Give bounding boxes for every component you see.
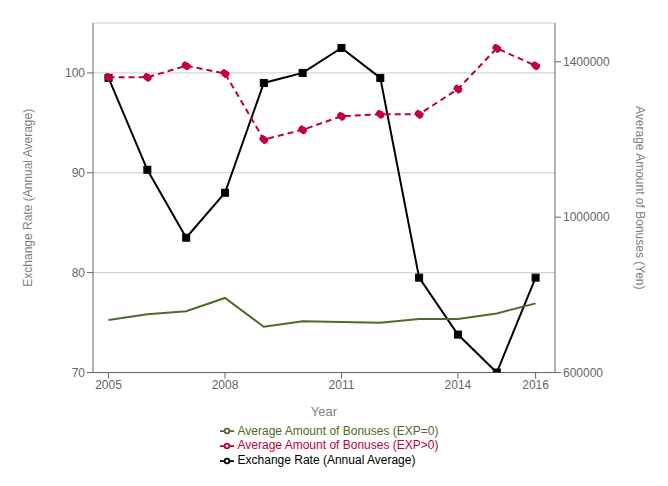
svg-text:80: 80 (72, 266, 86, 280)
svg-text:2014: 2014 (445, 378, 472, 392)
svg-text:600000: 600000 (563, 366, 603, 380)
svg-text:2005: 2005 (95, 378, 122, 392)
html-text:Average Amount of Bonuses (EXP: Average Amount of Bonuses (EXP=0) (237, 423, 439, 438)
svg-text:90: 90 (72, 166, 86, 180)
svg-text:2011: 2011 (329, 378, 355, 392)
svg-text:Average Amount of Bonuses (Yen: Average Amount of Bonuses (Yen) (633, 106, 647, 289)
svg-text:Exchange Rate (Annual Average): Exchange Rate (Annual Average) (21, 109, 35, 287)
svg-text:70: 70 (72, 366, 86, 380)
html-text:Exchange Rate (Annual Average): Exchange Rate (Annual Average) (237, 453, 416, 468)
svg-text:2008: 2008 (212, 378, 239, 392)
svg-text:1400000: 1400000 (563, 55, 610, 69)
svg-text:1000000: 1000000 (563, 210, 610, 224)
svg-text:Year: Year (311, 404, 338, 419)
svg-text:100: 100 (65, 66, 85, 80)
svg-text:2016: 2016 (522, 378, 549, 392)
html-text:Average Amount of Bonuses (EXP: Average Amount of Bonuses (EXP>0) (237, 438, 439, 453)
